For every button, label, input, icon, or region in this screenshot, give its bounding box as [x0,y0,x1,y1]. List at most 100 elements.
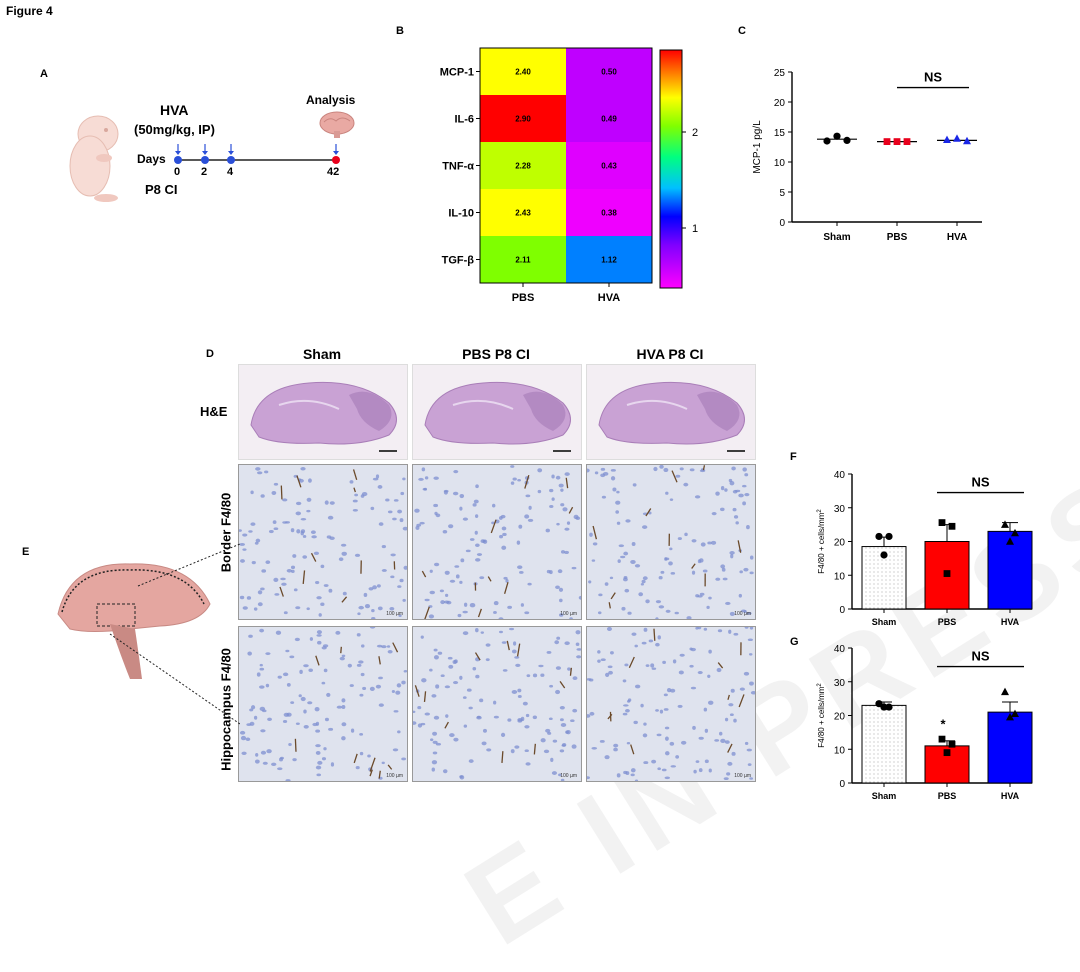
heatmap-row-label: TGF-β [442,255,475,267]
ihc-nucleus [445,714,448,718]
ihc-nucleus [653,467,657,471]
ihc-nucleus [486,643,491,646]
ihc-nucleus [444,490,449,493]
ihc-nucleus [483,540,486,543]
ihc-nucleus [725,602,730,605]
ihc-nucleus [476,716,481,720]
ihc-nucleus [295,606,300,609]
ihc-nucleus [556,666,561,670]
ihc-nucleus [627,700,630,703]
panel-label-e: E [22,546,29,558]
ihc-nucleus [463,696,467,699]
ihc-nucleus [441,674,445,677]
ihc-hippocampus-hva: 100 µm [586,626,756,782]
ihc-nucleus [377,584,381,587]
ihc-nucleus [460,494,465,498]
ihc-nucleus [453,681,458,684]
ihc-nucleus [651,760,656,764]
ihc-nucleus [623,552,628,556]
ihc-nucleus [404,670,407,673]
ihc-nucleus [390,553,395,556]
ihc-border-hva: 100 µm [586,464,756,620]
ihc-nucleus [382,569,387,572]
ihc-nucleus [733,633,738,636]
ihc-nucleus [261,569,266,572]
ihc-nucleus [739,594,742,598]
ihc-nucleus [664,694,668,697]
ihc-stain [739,694,744,707]
ihc-nucleus [466,550,471,553]
day-0: 0 [174,166,180,178]
ihc-nucleus [643,722,646,725]
ihc-stain [507,641,509,650]
ihc-nucleus [631,774,635,777]
ihc-nucleus [327,535,332,538]
ihc-nucleus [554,640,559,644]
ihc-nucleus [356,766,360,769]
ihc-nucleus [619,544,624,547]
ihc-nucleus [388,650,393,654]
ihc-nucleus [265,652,270,655]
ihc-nucleus [499,617,504,619]
ihc-nucleus [744,473,748,476]
ihc-nucleus [631,768,636,772]
ihc-nucleus [712,512,717,515]
data-point [939,736,946,743]
ihc-nucleus [322,682,326,685]
ihc-nucleus [285,650,289,652]
ihc-nucleus [250,490,253,494]
ihc-nucleus [341,705,345,709]
ihc-nucleus [715,578,720,581]
ihc-nucleus [697,595,702,597]
ihc-nucleus [666,610,671,613]
ihc-nucleus [456,574,460,578]
ihc-nucleus [274,483,278,486]
ihc-nucleus [479,576,484,579]
ihc-stain [505,582,508,594]
ihc-nucleus [307,498,312,502]
ihc-nucleus [627,742,630,744]
ihc-nucleus [475,544,480,548]
ihc-nucleus [256,539,261,543]
ihc-nucleus [656,600,661,603]
ihc-nucleus [671,765,677,767]
ihc-nucleus [555,690,560,694]
ihc-nucleus [524,611,529,614]
ihc-nucleus [623,771,627,774]
ihc-nucleus [612,488,616,492]
bar [988,712,1032,783]
ihc-nucleus [402,599,405,602]
ihc-nucleus [652,668,657,670]
ihc-nucleus [722,568,726,572]
ihc-nucleus [538,665,543,668]
ihc-nucleus [440,590,444,593]
ihc-nucleus [382,545,386,548]
ihc-nucleus [514,656,519,659]
ihc-nucleus [433,477,438,480]
ihc-nucleus [575,630,580,634]
ihc-nucleus [429,669,432,672]
x-tick-label: PBS [938,791,957,801]
ihc-nucleus [724,488,727,492]
ihc-nucleus [588,580,591,583]
ihc-stain [570,668,571,676]
ihc-nucleus [475,531,478,535]
ihc-nucleus [618,559,621,563]
ihc-nucleus [556,523,560,526]
ihc-nucleus [459,581,462,584]
ihc-nucleus [413,711,415,713]
ihc-nucleus [734,515,738,519]
ihc-nucleus [683,483,688,487]
ihc-stain [488,577,491,582]
ihc-nucleus [507,718,511,721]
ihc-nucleus [509,628,514,630]
ihc-nucleus [330,501,335,505]
ihc-nucleus [358,660,363,663]
ihc-nucleus [613,748,618,752]
ihc-nucleus [678,705,683,708]
ihc-nucleus [681,741,686,745]
ihc-nucleus [314,552,319,555]
ihc-nucleus [635,564,640,567]
ihc-nucleus [240,559,245,563]
ihc-nucleus [692,726,696,730]
